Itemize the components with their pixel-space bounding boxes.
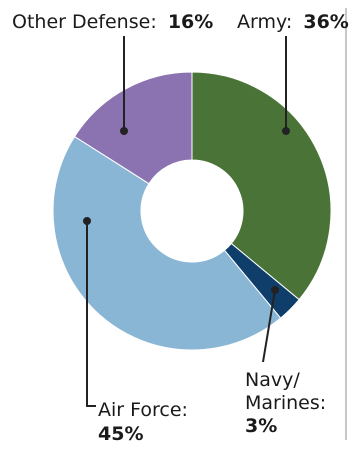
- label-air-force-name: Air Force:: [98, 399, 188, 421]
- leader-other-defense-dot: [120, 127, 128, 135]
- leader-lines: [83, 36, 290, 407]
- slice-army: [191, 71, 332, 301]
- leader-army-dot: [282, 127, 290, 135]
- label-navy-line1: Navy/: [245, 369, 300, 391]
- slice-other-defense: [73, 71, 193, 185]
- leader-navy-marines-line: [262, 289, 276, 363]
- leader-navy-marines-dot: [271, 286, 279, 294]
- donut-slices: [52, 71, 332, 351]
- label-army-value: 36%: [303, 11, 348, 33]
- label-army-name: Army:: [237, 11, 292, 33]
- label-other-defense-value: 16%: [168, 11, 213, 33]
- label-navy-value: 3%: [245, 415, 277, 437]
- label-navy-line2: Marines:: [245, 392, 326, 414]
- label-air-force-value: 45%: [98, 423, 143, 445]
- slice-air-force: [52, 135, 282, 351]
- label-other-defense-name: Other Defense:: [12, 11, 157, 33]
- leader-air-force-line: [86, 221, 96, 407]
- label-other-defense: Other Defense: 16%: [12, 11, 213, 33]
- leader-air-force-dot: [83, 217, 91, 225]
- label-army: Army: 36%: [237, 11, 349, 33]
